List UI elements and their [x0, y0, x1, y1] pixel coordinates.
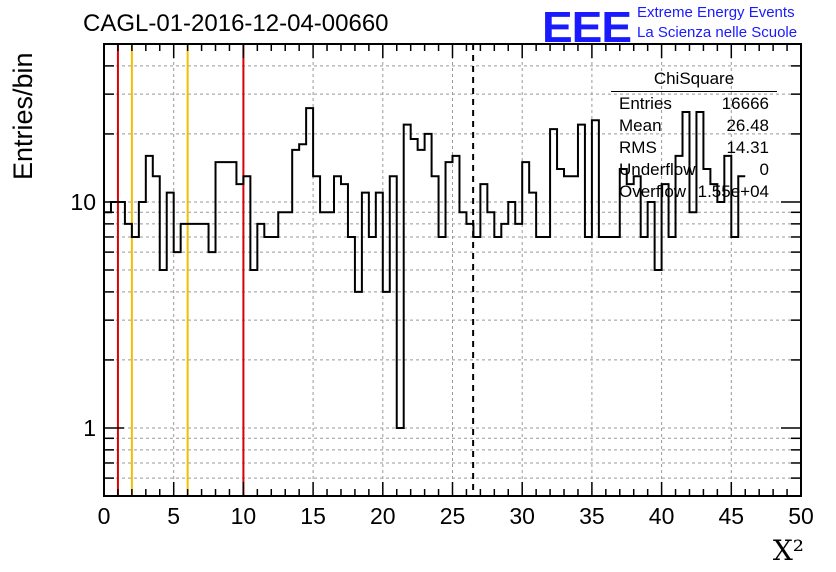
stats-value: 16666: [721, 94, 769, 113]
x-tick-label: 50: [788, 503, 814, 529]
x-tick-label: 10: [231, 503, 257, 529]
chart-title: CAGL-01-2016-12-04-00660: [83, 10, 389, 37]
tick-labels: 0 5 10 15 20 25 30 35 40 45 50 1 10: [70, 189, 813, 529]
x-tick-label: 35: [579, 503, 605, 529]
stats-label: Mean: [619, 116, 662, 135]
logo-line-1: Extreme Energy Events: [637, 4, 795, 21]
x-tick-label: 5: [167, 503, 180, 529]
stats-value: 0: [759, 160, 769, 179]
x-tick-label: 25: [440, 503, 466, 529]
stats-row-underflow: Underflow 0: [611, 159, 777, 181]
stats-label: RMS: [619, 138, 657, 157]
stats-value: 14.31: [726, 138, 769, 157]
stats-label: Overflow: [619, 182, 687, 201]
logo-line-2: La Scienza nelle Scuole: [637, 24, 798, 41]
y-tick-label: 1: [83, 415, 96, 441]
stats-box: ChiSquare Entries 16666 Mean 26.48 RMS 1…: [611, 68, 777, 203]
grid-lines: [104, 44, 801, 496]
x-tick-label: 0: [98, 503, 111, 529]
axis-ticks: [103, 44, 802, 496]
eee-logo: EEE: [542, 2, 632, 52]
reference-lines: [116, 44, 475, 496]
stats-value: 26.48: [726, 116, 769, 135]
x-tick-label: 45: [719, 503, 745, 529]
y-axis-label: Entries/bin: [8, 52, 38, 180]
stats-row-mean: Mean 26.48: [611, 115, 777, 137]
x-tick-label: 20: [370, 503, 396, 529]
stats-label: Entries: [619, 94, 672, 113]
x-tick-label: 30: [509, 503, 535, 529]
x-tick-label: 40: [649, 503, 675, 529]
stats-value: 1.55e+04: [697, 182, 769, 201]
stats-title: ChiSquare: [611, 68, 777, 92]
stats-label: Underflow: [619, 160, 696, 179]
stats-row-rms: RMS 14.31: [611, 137, 777, 159]
stats-row-overflow: Overflow 1.55e+04: [611, 181, 777, 203]
x-axis-label: X²: [772, 534, 804, 567]
histogram-series: [104, 107, 746, 429]
stats-row-entries: Entries 16666: [611, 93, 777, 115]
y-tick-label: 10: [70, 189, 96, 215]
logo-caption: Extreme Energy Events La Scienza nelle S…: [637, 3, 797, 43]
x-tick-label: 15: [300, 503, 326, 529]
